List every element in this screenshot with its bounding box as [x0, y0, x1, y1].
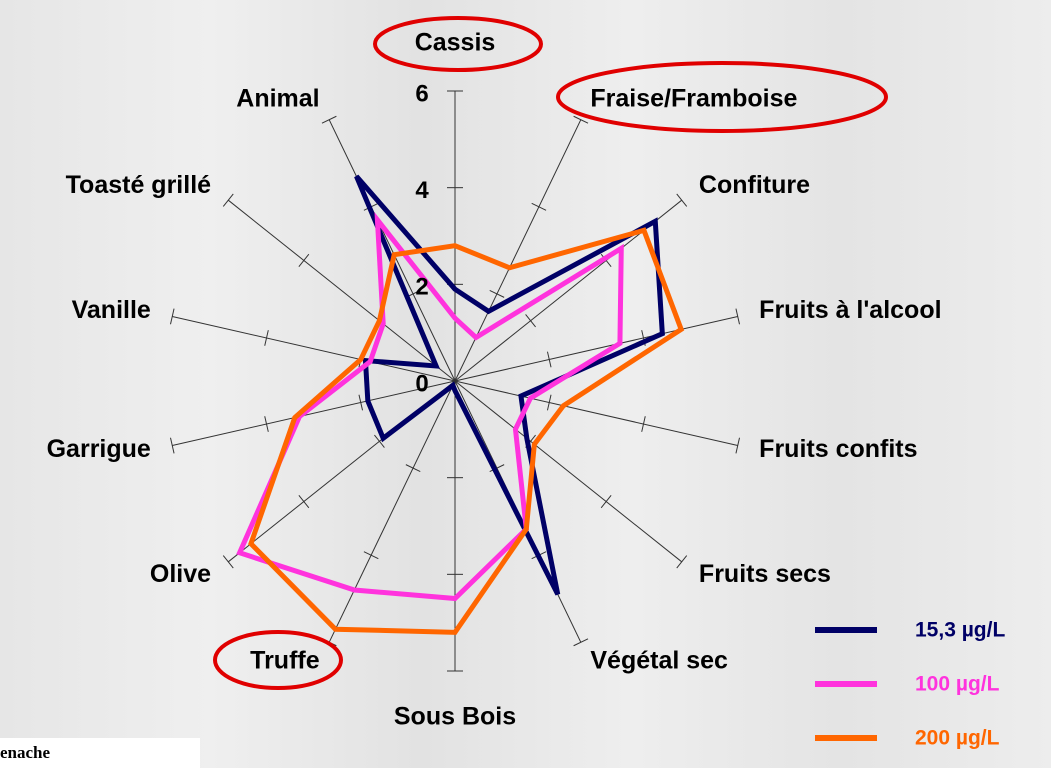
legend-label: 200 µg/L [915, 727, 1000, 750]
series-line [354, 174, 665, 596]
tick-mark [531, 202, 547, 211]
series-line [236, 212, 624, 602]
axis-line [328, 380, 456, 643]
category-label: Truffe [250, 647, 320, 675]
tick-mark [489, 464, 505, 473]
legend-label: 100 µg/L [915, 673, 1000, 696]
category-label: Vanille [72, 296, 151, 324]
tick-mark [374, 434, 385, 448]
category-label: Végétal sec [590, 647, 728, 675]
category-label: Animal [236, 85, 319, 113]
category-label: Toasté grillé [66, 171, 212, 199]
tick-mark [546, 351, 552, 368]
r-tick-label: 2 [415, 274, 428, 301]
series-lines [236, 174, 685, 635]
legend: 15,3 µg/L 100 µg/L 200 µg/L [815, 619, 1005, 750]
footnote-box [0, 738, 200, 768]
category-label: Garrigue [47, 435, 151, 463]
category-label: Fruits secs [699, 560, 831, 588]
category-label: Olive [150, 560, 211, 588]
tick-mark [573, 115, 589, 124]
highlight [213, 630, 343, 690]
series-line [248, 227, 685, 635]
axis-line [328, 119, 456, 382]
axis-line [172, 315, 456, 382]
tick-mark [170, 437, 175, 454]
axis-line [454, 380, 738, 447]
labels: Cassis Fraise/Framboise Confiture Fruits à … [47, 29, 942, 731]
r-tick-label: 4 [415, 177, 429, 204]
axis-line [454, 315, 738, 382]
tick-mark [298, 494, 310, 509]
tick-mark [363, 551, 379, 560]
tick-mark [222, 193, 234, 207]
tick-mark [641, 416, 646, 432]
tick-mark [264, 330, 269, 346]
tick-mark [735, 308, 740, 325]
highlight [556, 61, 888, 133]
axis-line [172, 380, 456, 447]
tick-mark [264, 416, 269, 432]
tick-mark [525, 314, 536, 328]
category-label: Sous Bois [394, 703, 516, 731]
tick-mark [298, 253, 310, 268]
r-tick-label: 0 [415, 370, 428, 397]
category-label: Fruits à l'alcool [759, 296, 941, 324]
category-label: Fraise/Framboise [590, 85, 797, 113]
category-label: Fruits confits [759, 435, 917, 463]
tick-mark [489, 289, 505, 298]
tick-mark [735, 437, 740, 454]
tick-mark [573, 638, 589, 647]
category-label: Cassis [415, 29, 496, 57]
tick-mark [321, 115, 337, 124]
tick-mark [358, 394, 364, 411]
legend-label: 15,3 µg/L [915, 619, 1005, 642]
tick-mark [222, 555, 234, 569]
axis-line [454, 380, 683, 563]
category-label: Confiture [699, 171, 810, 199]
footnote: enache [0, 743, 51, 762]
tick-mark [676, 193, 688, 207]
axis-line [227, 199, 456, 382]
tick-mark [676, 555, 688, 569]
highlight [373, 16, 543, 72]
tick-mark [170, 308, 175, 325]
tick-mark [600, 494, 612, 509]
r-tick-label: 6 [415, 80, 428, 107]
tick-mark [405, 464, 421, 473]
tick-mark [546, 394, 552, 411]
